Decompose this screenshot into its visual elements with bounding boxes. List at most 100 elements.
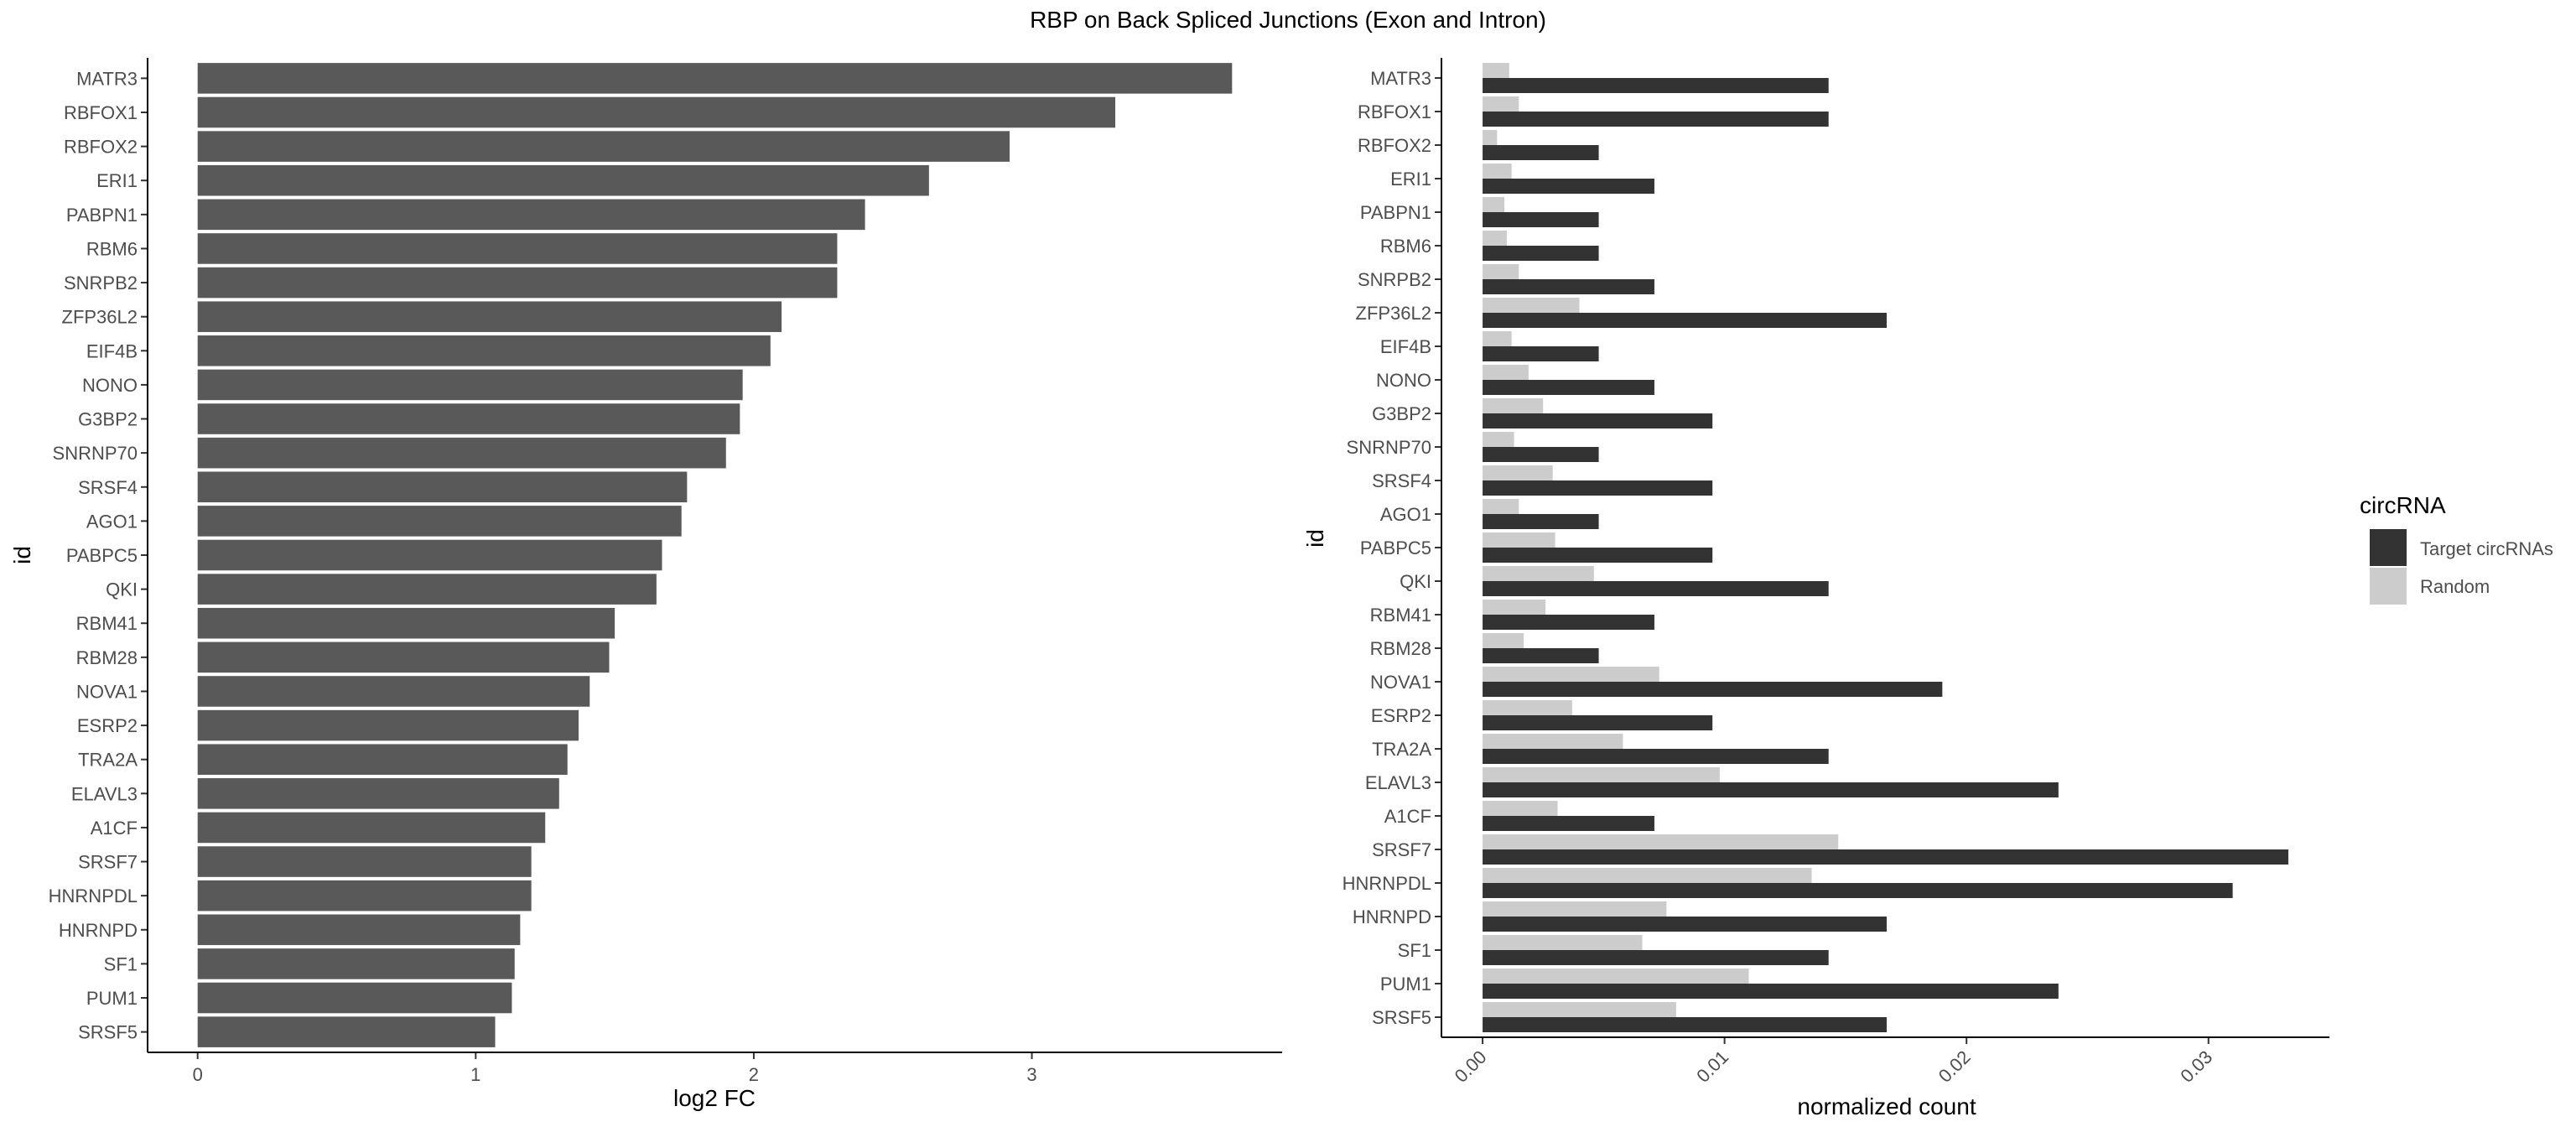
bar-target-rbfox2 — [1483, 145, 1599, 160]
left-label-srsf7: SRSF7 — [78, 852, 138, 873]
legend-title: circRNA — [2360, 492, 2446, 518]
bar-random-a1cf — [1483, 801, 1558, 816]
left-panel-log2fc: MATR3 RBFOX1 RBFOX2 ERI1 PABPN1 RBM6 SNRPB2 ZFP… — [9, 58, 1282, 1111]
bar-pabpn1 — [197, 199, 865, 231]
left-label-hnrnpd: HNRNPD — [59, 920, 138, 941]
right-label-g3bp2: G3BP2 — [1372, 403, 1431, 424]
bar-esrp2 — [197, 709, 579, 741]
left-bars — [197, 63, 1233, 1047]
bar-random-pabpc5 — [1483, 532, 1555, 548]
bar-random-hnrnpd — [1483, 901, 1667, 917]
bar-target-nova1 — [1483, 682, 1943, 697]
bar-nova1 — [197, 676, 590, 707]
bar-random-srsf5 — [1483, 1002, 1676, 1017]
bar-random-pabpn1 — [1483, 197, 1505, 212]
bar-sf1 — [197, 948, 515, 979]
right-label-hnrnpdl: HNRNPDL — [1343, 873, 1431, 894]
bar-target-tra2a — [1483, 749, 1829, 764]
bar-target-eri1 — [1483, 179, 1654, 194]
bar-rbm6 — [197, 233, 838, 264]
right-label-srsf7: SRSF7 — [1372, 839, 1431, 860]
left-x-axis-title: log2 FC — [673, 1085, 756, 1111]
bar-random-ago1 — [1483, 499, 1519, 514]
bar-qki — [197, 574, 657, 605]
bar-rbfox1 — [197, 96, 1116, 128]
bar-rbfox2 — [197, 131, 1010, 162]
bar-pabpc5 — [197, 539, 662, 571]
right-bars — [1483, 63, 2288, 1032]
bar-target-g3bp2 — [1483, 413, 1713, 428]
left-x-tick-label: 0 — [193, 1064, 203, 1085]
bar-random-srsf4 — [1483, 465, 1553, 480]
bar-target-zfp36l2 — [1483, 313, 1887, 328]
bar-tra2a — [197, 744, 568, 775]
bar-target-snrnp70 — [1483, 447, 1599, 462]
left-label-snrpb2: SNRPB2 — [64, 273, 138, 293]
bar-target-hnrnpd — [1483, 917, 1887, 932]
left-label-rbm28: RBM28 — [76, 647, 138, 668]
bar-random-nono — [1483, 365, 1529, 380]
bar-nono — [197, 369, 743, 401]
right-x-tick-label: 0.03 — [2176, 1046, 2216, 1087]
bar-random-tra2a — [1483, 734, 1623, 749]
bar-pum1 — [197, 982, 512, 1014]
legend: circRNA Target circRNAs Random — [2360, 492, 2553, 605]
right-label-ago1: AGO1 — [1380, 504, 1431, 525]
bar-random-nova1 — [1483, 667, 1659, 682]
right-label-rbm6: RBM6 — [1380, 236, 1431, 257]
bar-target-matr3 — [1483, 78, 1829, 93]
right-label-srsf5: SRSF5 — [1372, 1007, 1431, 1028]
left-label-ago1: AGO1 — [86, 511, 138, 532]
left-label-srsf5: SRSF5 — [78, 1022, 138, 1043]
bar-target-eif4b — [1483, 346, 1599, 361]
left-label-pabpc5: PABPC5 — [66, 545, 138, 566]
bar-rbm41 — [197, 607, 615, 639]
bar-ago1 — [197, 506, 682, 537]
right-label-rbfox1: RBFOX1 — [1358, 101, 1431, 122]
left-label-a1cf: A1CF — [91, 818, 138, 839]
right-label-rbm41: RBM41 — [1370, 605, 1431, 626]
left-label-pum1: PUM1 — [86, 988, 138, 1009]
right-label-nono: NONO — [1376, 370, 1431, 391]
bar-random-qki — [1483, 566, 1594, 581]
left-label-pabpn1: PABPN1 — [66, 205, 138, 226]
right-x-ticks: 0.00 0.01 0.02 0.03 — [1451, 1037, 2216, 1087]
right-label-zfp36l2: ZFP36L2 — [1356, 303, 1432, 324]
bar-target-esrp2 — [1483, 715, 1713, 730]
bar-random-esrp2 — [1483, 700, 1572, 715]
left-label-matr3: MATR3 — [76, 68, 138, 89]
right-label-eri1: ERI1 — [1390, 169, 1431, 190]
bar-target-ago1 — [1483, 514, 1599, 529]
right-x-tick-label: 0.00 — [1451, 1046, 1491, 1087]
right-label-pabpn1: PABPN1 — [1360, 202, 1431, 223]
left-label-nono: NONO — [82, 375, 138, 396]
right-label-esrp2: ESRP2 — [1371, 705, 1431, 726]
left-x-ticks: 0 1 2 3 — [193, 1052, 1037, 1085]
right-x-tick-label: 0.02 — [1935, 1046, 1975, 1087]
right-label-pum1: PUM1 — [1380, 974, 1431, 995]
left-label-hnrnpdl: HNRNPDL — [49, 886, 138, 906]
left-label-eif4b: EIF4B — [86, 340, 138, 361]
bar-eif4b — [197, 335, 771, 366]
bar-random-sf1 — [1483, 935, 1643, 950]
right-label-tra2a: TRA2A — [1372, 739, 1431, 760]
bar-random-rbfox2 — [1483, 130, 1498, 145]
left-x-tick-label: 3 — [1026, 1064, 1036, 1085]
bar-target-sf1 — [1483, 950, 1829, 965]
left-label-zfp36l2: ZFP36L2 — [62, 307, 138, 328]
bar-target-rbm41 — [1483, 615, 1654, 630]
right-label-qki: QKI — [1400, 571, 1431, 592]
bar-random-eri1 — [1483, 164, 1512, 179]
bar-random-snrpb2 — [1483, 264, 1519, 279]
bar-target-elavl3 — [1483, 782, 2059, 797]
left-label-elavl3: ELAVL3 — [71, 783, 138, 804]
right-label-a1cf: A1CF — [1384, 806, 1431, 827]
bar-random-eif4b — [1483, 331, 1512, 346]
bar-random-hnrnpdl — [1483, 868, 1812, 883]
bar-g3bp2 — [197, 403, 740, 434]
right-label-hnrnpd: HNRNPD — [1353, 906, 1431, 927]
bar-eri1 — [197, 164, 929, 196]
left-label-rbfox1: RBFOX1 — [64, 102, 138, 123]
right-label-sf1: SF1 — [1398, 940, 1431, 961]
left-label-nova1: NOVA1 — [76, 681, 138, 702]
